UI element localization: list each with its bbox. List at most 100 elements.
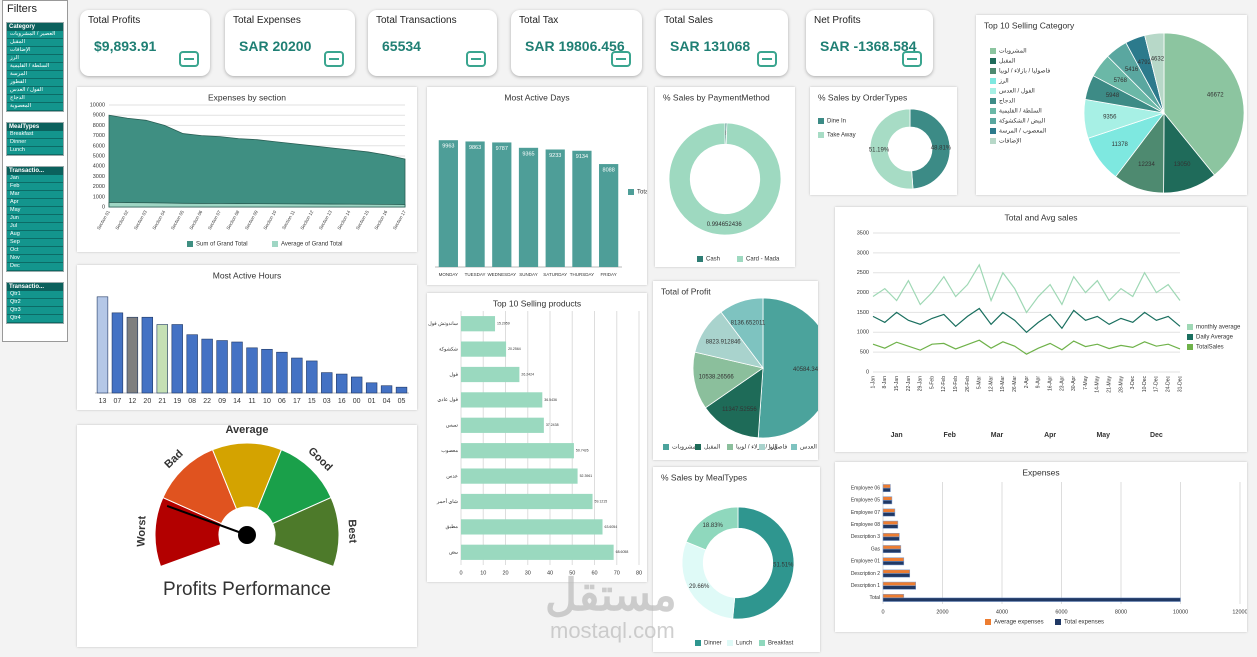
bar xyxy=(461,544,614,560)
area xyxy=(108,202,406,208)
bar xyxy=(438,140,458,267)
slicer-item[interactable]: السلطة / القليمية xyxy=(7,63,63,71)
bar xyxy=(461,316,496,332)
x-tick-label: 23-Apr xyxy=(1059,376,1065,391)
bar xyxy=(336,373,348,394)
slicer-item[interactable]: Apr xyxy=(7,199,63,207)
bar xyxy=(882,496,893,501)
legend-label: الفول / العدس xyxy=(999,88,1035,95)
gauge-label: Bad xyxy=(162,448,185,471)
y-tick-label: فول عادي xyxy=(437,397,458,403)
x-tick-label: 70 xyxy=(614,570,620,576)
data-label: 9963 xyxy=(442,144,454,150)
slicer-item[interactable]: الفطور xyxy=(7,79,63,87)
chart-panel: % Sales by PaymentMethod 0.005347564 0.994… xyxy=(655,87,795,267)
x-tick-label: 5-Mar xyxy=(977,376,983,389)
bar xyxy=(882,508,896,513)
slicer-item[interactable]: Jun xyxy=(7,215,63,223)
data-label: 9863 xyxy=(469,145,481,151)
slicer-item[interactable]: Dec xyxy=(7,263,63,271)
bar xyxy=(882,484,891,489)
slicer-item[interactable]: Jan xyxy=(7,175,63,183)
slicer-item[interactable]: Qtr2 xyxy=(7,299,63,307)
kpi-label: Total Tax xyxy=(519,15,559,26)
slicer-item[interactable]: الإضافات xyxy=(7,47,63,55)
x-tick-label: 16 xyxy=(338,398,346,405)
chart-title: Top 10 Selling Category xyxy=(984,20,1075,30)
slice xyxy=(1163,32,1245,176)
slicer-item[interactable]: Qtr3 xyxy=(7,307,63,315)
bar xyxy=(599,164,619,267)
slicer-item[interactable]: Dinner xyxy=(7,139,63,147)
kpi-icon xyxy=(611,51,631,67)
kpi-value: SAR -1368.584 xyxy=(820,38,917,54)
x-tick-label: Section 02 xyxy=(114,209,129,230)
data-label: 37.2438 xyxy=(546,423,559,427)
y-tick-label: 4000 xyxy=(93,164,105,170)
slicer-item[interactable]: المعصوبة xyxy=(7,103,63,111)
bar xyxy=(156,324,168,394)
legend-swatch xyxy=(818,132,824,138)
x-tick-label: 15-Jan xyxy=(894,376,900,392)
chart-title: % Sales by PaymentMethod xyxy=(663,92,770,102)
slicer-item[interactable]: Aug xyxy=(7,231,63,239)
x-tick-label: Section 11 xyxy=(281,209,296,230)
bar xyxy=(461,443,574,459)
slicer-item[interactable]: Qtr4 xyxy=(7,315,63,323)
x-tick-label: SATURDAY xyxy=(543,272,567,277)
slicer-item[interactable]: Mar xyxy=(7,191,63,199)
slicer-item[interactable]: الرز xyxy=(7,55,63,63)
y-tick-label: Total xyxy=(869,595,880,601)
slicer-item[interactable]: Qtr1 xyxy=(7,291,63,299)
slicer-item[interactable]: الدجاج xyxy=(7,95,63,103)
bar xyxy=(882,593,905,599)
x-tick-label: 8000 xyxy=(1115,609,1127,615)
bar xyxy=(882,545,902,550)
data-label: 12234 xyxy=(1138,162,1155,168)
bar xyxy=(461,493,593,510)
slicer-item[interactable]: Lunch xyxy=(7,147,63,155)
line xyxy=(872,263,1181,314)
bar xyxy=(380,385,393,394)
x-tick-label: 9-Apr xyxy=(1036,376,1042,389)
chart-title: Total of Profit xyxy=(661,286,711,296)
slicer-item[interactable]: Breakfast xyxy=(7,131,63,139)
legend-label: المشروبات xyxy=(672,444,700,451)
chart-title: Most Active Hours xyxy=(213,270,282,280)
y-tick-label: Employee 05 xyxy=(851,498,880,504)
kpi-label: Total Profits xyxy=(88,15,141,26)
slicer-item[interactable]: Sep xyxy=(7,239,63,247)
x-tick-label: 0 xyxy=(459,570,462,576)
slicer-item[interactable]: Nov xyxy=(7,255,63,263)
slice xyxy=(681,541,736,620)
icon-shape xyxy=(611,51,631,67)
gauge-label: Worst xyxy=(135,515,148,547)
data-label: 50.7426 xyxy=(576,449,589,453)
data-label: 18.83% xyxy=(703,523,724,529)
slicer-item[interactable]: المرسة xyxy=(7,71,63,79)
y-tick-label: Description 1 xyxy=(851,583,880,589)
y-tick-label: Employee 06 xyxy=(851,485,880,491)
chart-panel: Total of Profit 40584.34701 11347.52556 105… xyxy=(653,281,818,460)
slicer-item[interactable]: العصير / المشروبات xyxy=(7,31,63,39)
slicer-item[interactable]: Feb xyxy=(7,183,63,191)
bar xyxy=(518,147,539,267)
slicer-item[interactable]: May xyxy=(7,207,63,215)
data-label: 0.994652436 xyxy=(707,222,743,228)
y-tick-label: 5000 xyxy=(93,153,105,159)
x-tick-label: 03 xyxy=(323,398,331,405)
x-tick-label: Section 06 xyxy=(188,209,203,230)
slicer-item[interactable]: Oct xyxy=(7,247,63,255)
chart-panel: Top 10 Selling products 0 10 20 30 40 50 60 70 80… xyxy=(427,293,647,582)
x-tick-label: 22 xyxy=(203,398,211,405)
bar xyxy=(246,347,258,394)
chart-title: Expenses by section xyxy=(208,92,286,102)
chart-panel: Expenses by section 0 1000 2000 3000 4000 5000… xyxy=(77,87,417,252)
slicer-item[interactable]: الفول / العدس xyxy=(7,87,63,95)
data-label: 9233 xyxy=(549,153,561,159)
bar xyxy=(261,348,273,394)
slicer-item[interactable]: المقبل xyxy=(7,39,63,47)
kpi-value: SAR 19806.456 xyxy=(525,38,625,54)
slicer-item[interactable]: Jul xyxy=(7,223,63,231)
